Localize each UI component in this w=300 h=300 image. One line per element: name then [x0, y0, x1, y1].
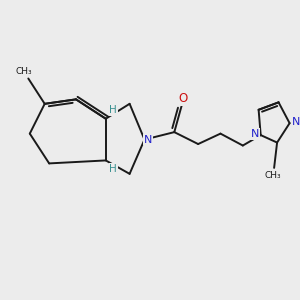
Text: CH₃: CH₃ [16, 67, 32, 76]
Text: H: H [109, 164, 117, 174]
Text: CH₃: CH₃ [264, 171, 281, 180]
Text: N: N [292, 117, 300, 127]
Text: N: N [250, 129, 259, 139]
Text: H: H [109, 105, 117, 116]
Text: N: N [144, 135, 152, 145]
Text: O: O [178, 92, 188, 105]
